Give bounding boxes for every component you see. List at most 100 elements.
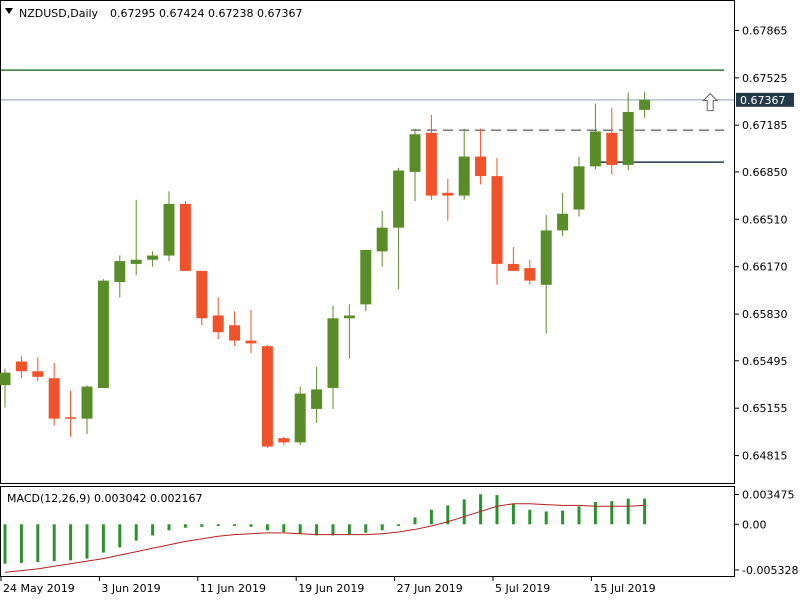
macd-bar xyxy=(151,524,155,536)
macd-bar xyxy=(413,517,417,525)
date-label: 5 Jul 2019 xyxy=(495,582,550,595)
candle xyxy=(114,255,126,298)
candle xyxy=(196,270,208,326)
candle-body xyxy=(376,227,388,252)
macd-bar xyxy=(528,509,532,525)
candle-body xyxy=(163,203,175,256)
candle xyxy=(360,249,372,312)
macd-bar xyxy=(593,502,597,525)
candle xyxy=(229,311,241,347)
candle xyxy=(147,251,159,267)
arrow-up-icon xyxy=(701,92,719,112)
candle-body xyxy=(343,315,355,319)
macd-signal-line xyxy=(4,503,645,573)
macd-bar xyxy=(118,524,122,548)
candle-body xyxy=(360,249,372,305)
price-tick-label: 0.66170 xyxy=(742,261,788,274)
macd-bar xyxy=(462,499,466,525)
symbol-label: NZDUSD,Daily xyxy=(19,7,99,20)
horizontal-levels xyxy=(1,69,734,163)
macd-bar xyxy=(233,524,237,526)
macd-label: MACD(12,26,9) 0.003042 0.002167 xyxy=(7,492,203,505)
candle-body xyxy=(229,325,241,341)
candle xyxy=(606,107,618,175)
candle-body xyxy=(179,203,191,271)
macd-bar xyxy=(479,494,483,525)
price-tick-label: 0.65155 xyxy=(742,402,788,415)
candle-body xyxy=(409,134,421,172)
macd-bar xyxy=(561,510,565,525)
candle xyxy=(393,167,405,290)
candle-body xyxy=(458,156,470,196)
macd-bar xyxy=(216,524,220,526)
price-axis: 0.67865 0.67525 0.67185 0.66850 0.66510 0.661… xyxy=(735,24,794,463)
price-tick-label: 0.67525 xyxy=(742,72,788,85)
price-tick-label: 0.67185 xyxy=(742,119,788,132)
candle xyxy=(130,199,142,276)
candle xyxy=(573,156,585,217)
dropdown-triangle-icon[interactable] xyxy=(5,8,13,14)
candle-body xyxy=(97,280,109,388)
candle xyxy=(15,355,27,379)
ohlc-values: 0.67295 0.67424 0.67238 0.67367 xyxy=(110,7,302,20)
date-label: 19 Jun 2019 xyxy=(298,582,364,595)
candle xyxy=(376,210,388,267)
candle xyxy=(0,368,11,408)
macd-bar xyxy=(446,505,450,525)
candle-body xyxy=(130,259,142,264)
candle-body xyxy=(327,318,339,388)
candle-body xyxy=(491,176,503,264)
candle-body xyxy=(606,132,618,165)
candle xyxy=(245,309,257,354)
macd-bar xyxy=(85,524,89,559)
candle-body xyxy=(278,438,290,443)
price-panel-frame xyxy=(0,0,735,484)
candle xyxy=(212,297,224,340)
candle-body xyxy=(475,156,487,177)
macd-bar xyxy=(643,498,647,525)
candle-body xyxy=(557,213,569,231)
candles-group xyxy=(0,91,651,448)
candle xyxy=(97,279,109,388)
candle xyxy=(557,192,569,237)
macd-bar xyxy=(249,524,253,527)
macd-bar xyxy=(69,524,73,561)
up-arrow-shape xyxy=(701,92,719,112)
macd-tick-label: 0.003475 xyxy=(742,489,795,502)
macd-bar xyxy=(364,524,368,533)
candle-body xyxy=(294,393,306,443)
macd-axis: 0.003475 0.00 -0.005328 xyxy=(735,489,798,577)
macd-bar xyxy=(315,524,319,536)
candle xyxy=(65,390,77,437)
price-tick-label: 0.65495 xyxy=(742,355,788,368)
date-label: 15 Jul 2019 xyxy=(593,582,655,595)
candle xyxy=(311,367,323,423)
date-label: 27 Jun 2019 xyxy=(397,582,463,595)
price-tick-label: 0.66850 xyxy=(742,166,788,179)
price-tick-label: 0.64815 xyxy=(742,450,788,463)
current-price-label: 0.67367 xyxy=(740,94,786,107)
macd-bar xyxy=(200,524,204,527)
macd-bar xyxy=(331,524,335,536)
macd-bar xyxy=(347,524,351,535)
candle xyxy=(622,92,634,171)
candle-body xyxy=(32,371,44,377)
candle-body xyxy=(65,417,77,419)
macd-bar xyxy=(19,524,23,563)
candle-body xyxy=(622,111,634,165)
candle xyxy=(425,114,437,200)
candle-body xyxy=(311,389,323,409)
candle-body xyxy=(212,315,224,333)
candle xyxy=(32,357,44,382)
macd-bar xyxy=(183,524,187,528)
candle-body xyxy=(507,263,519,271)
candle-body xyxy=(589,131,601,167)
macd-bar xyxy=(101,524,105,553)
price-tick-label: 0.66510 xyxy=(742,213,788,226)
candle-body xyxy=(425,132,437,196)
macd-tick-label: -0.005328 xyxy=(742,564,798,577)
candle-body xyxy=(261,346,273,447)
macd-bar xyxy=(298,524,302,534)
candle xyxy=(639,91,651,118)
